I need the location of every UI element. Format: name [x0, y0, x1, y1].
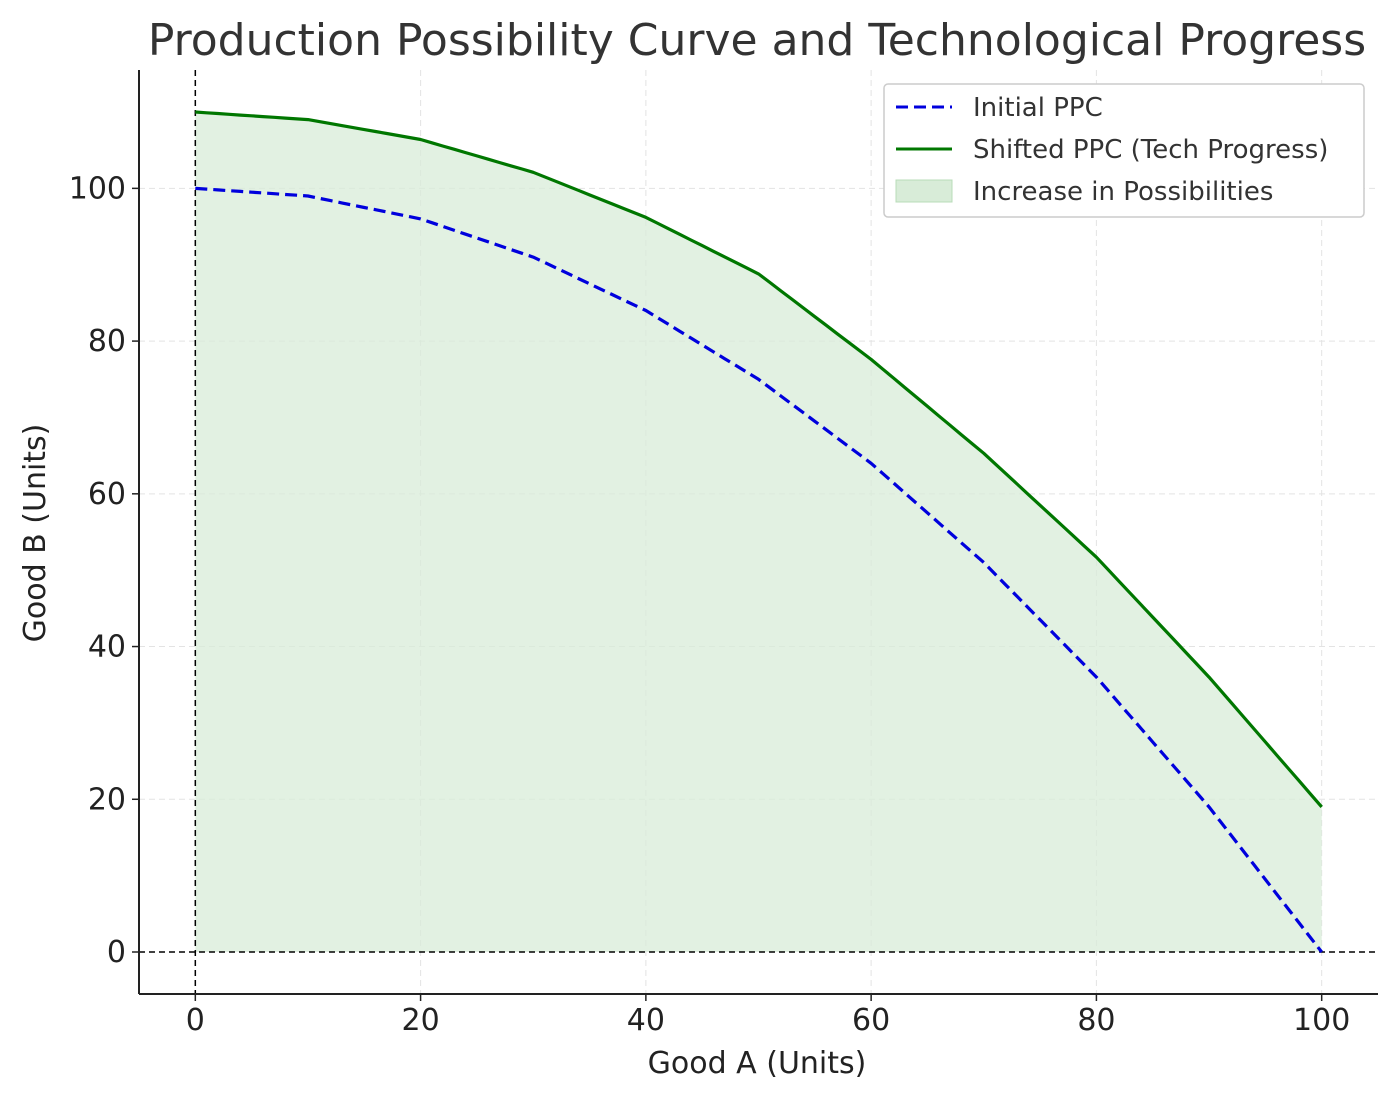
reference-lines	[139, 70, 1378, 994]
y-tick-label: 80	[88, 324, 126, 359]
y-axis-title: Good B (Units)	[18, 424, 53, 643]
legend: Initial PPC Shifted PPC (Tech Progress) …	[883, 83, 1365, 218]
y-tick-label: 100	[69, 171, 126, 206]
chart-title: Production Possibility Curve and Technol…	[148, 15, 1366, 66]
x-tick-label: 0	[186, 1003, 205, 1038]
legend-box	[883, 83, 1365, 218]
legend-label-shifted-ppc: Shifted PPC (Tech Progress)	[973, 135, 1328, 165]
legend-swatch-increase	[895, 179, 953, 203]
legend-label-initial-ppc: Initial PPC	[973, 93, 1103, 123]
axes	[138, 70, 1378, 995]
x-axis-title: Good A (Units)	[648, 1046, 867, 1081]
fill-area-increase	[195, 112, 1322, 952]
fill-area-layer	[195, 112, 1322, 952]
series-line-shifted-ppc	[195, 110, 1323, 808]
x-tick-label: 60	[852, 1003, 890, 1038]
x-tick-label: 20	[401, 1003, 439, 1038]
y-tick-label: 0	[107, 935, 126, 970]
legend-label-increase: Increase in Possibilities	[973, 177, 1273, 207]
series-line-initial-ppc	[195, 186, 1323, 953]
y-tick-label: 60	[88, 477, 126, 512]
series-layer	[195, 110, 1323, 953]
y-tick-label: 40	[88, 630, 126, 665]
x-tick-label: 40	[627, 1003, 665, 1038]
ticks: 0 20 40 60 80 100 0 20 40 60 80 100	[69, 171, 1351, 1038]
x-tick-label: 100	[1293, 1003, 1350, 1038]
y-tick-label: 20	[88, 782, 126, 817]
x-tick-label: 80	[1077, 1003, 1115, 1038]
